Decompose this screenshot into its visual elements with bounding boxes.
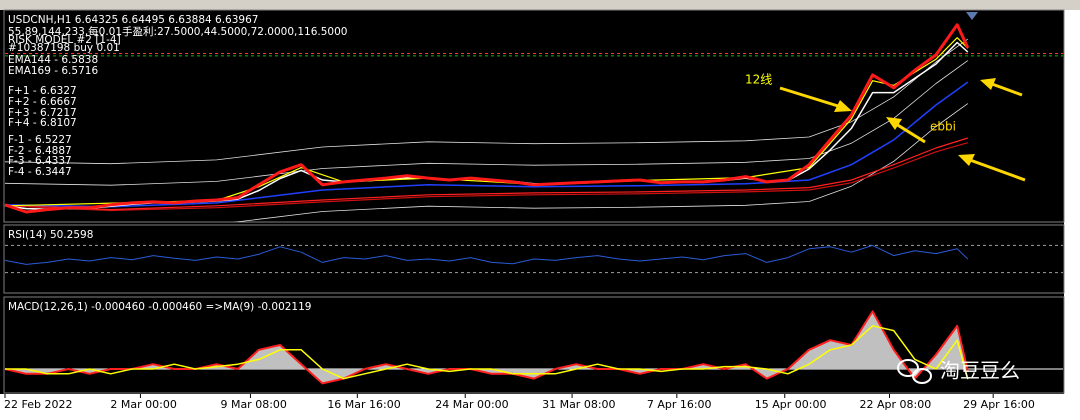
indicator-label: F-2 - 6.4887 — [8, 145, 72, 157]
indicator-label: EMA169 - 6.5716 — [8, 65, 98, 77]
annotation: ebbi — [930, 120, 956, 134]
indicator-label: F+3 - 6.7217 — [8, 107, 77, 119]
panel — [3, 224, 1065, 294]
marker — [966, 12, 978, 20]
annotation: 12线 — [745, 73, 772, 87]
price-scale — [1064, 10, 1080, 394]
x-tick-label: 9 Mar 08:00 — [220, 398, 286, 411]
series-line — [4, 137, 968, 211]
series-line — [4, 310, 969, 385]
x-tick-label: 29 Apr 16:00 — [963, 398, 1035, 411]
x-tick-label: 22 Feb 2022 — [4, 398, 72, 411]
arrows — [779, 78, 1026, 182]
series-line — [4, 23, 970, 214]
x-tick-label: 24 Mar 00:00 — [435, 398, 508, 411]
series-line — [4, 142, 968, 212]
info-text: #10387198 buy 0.01 — [8, 42, 120, 54]
indicator-label: F+1 - 6.6327 — [8, 85, 77, 97]
panel-title: USDCNH,H1 6.64325 6.64495 6.63884 6.6396… — [8, 14, 258, 26]
x-tick-label: 7 Apr 16:00 — [647, 398, 712, 411]
plot — [4, 310, 1063, 385]
indicator-label: F-1 - 6.5227 — [8, 134, 72, 146]
info-text: RISK MODEL #2 [1-4] — [8, 34, 121, 46]
indicator-label: F-3 - 6.4337 — [8, 155, 72, 167]
plot — [4, 244, 1063, 274]
series-line — [4, 81, 969, 208]
x-tick-label: 22 Apr 08:00 — [859, 398, 931, 411]
time-axis — [0, 394, 1080, 420]
panel — [3, 9, 1065, 223]
watermark: 淘豆豆么 — [940, 359, 1020, 383]
series-line — [4, 60, 969, 186]
toolbar — [0, 0, 1080, 10]
watermark-icon — [897, 359, 932, 384]
panel-title: RSI(14) 50.2598 — [8, 229, 93, 241]
x-tick-label: 15 Apr 00:00 — [755, 398, 827, 411]
histogram-area — [5, 311, 968, 384]
x-tick-label: 31 Mar 08:00 — [542, 398, 615, 411]
series-line — [5, 325, 969, 380]
series-line — [4, 244, 969, 265]
x-tick-label: 2 Mar 00:00 — [110, 398, 176, 411]
info-text: 55,89,144,233,每0.01手盈利:27.5000,44.5000,7… — [8, 25, 347, 38]
series-line — [232, 103, 969, 222]
panel-title: MACD(12,26,1) -0.000460 -0.000460 =>MA(9… — [8, 301, 311, 313]
series-line — [4, 38, 969, 165]
panel — [3, 296, 1065, 394]
indicator-label: F+4 - 6.8107 — [8, 117, 77, 129]
indicator-label: F+2 - 6.6667 — [8, 96, 77, 108]
indicator-label: F-4 - 6.3447 — [8, 166, 72, 178]
x-tick-label: 16 Mar 16:00 — [327, 398, 400, 411]
indicator-label: EMA144 - 6.5838 — [8, 54, 98, 66]
plot — [4, 23, 1063, 222]
